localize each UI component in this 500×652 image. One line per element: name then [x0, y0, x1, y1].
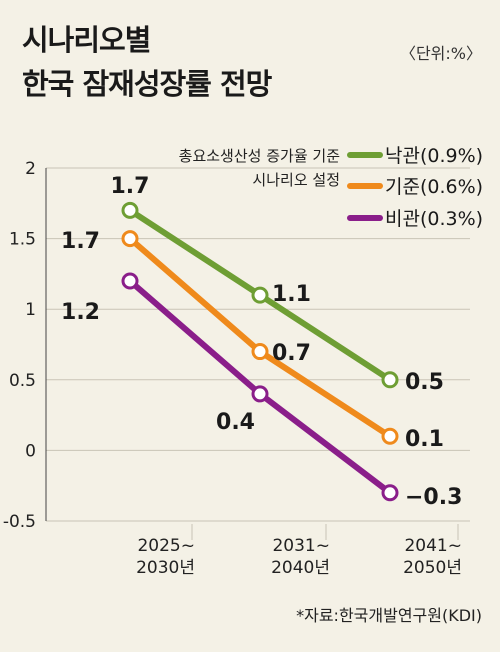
data-point-pessimistic — [121, 272, 139, 290]
x-tick-label: 2030년 — [136, 558, 195, 578]
data-point-pessimistic — [381, 484, 399, 502]
data-label-optimistic: 1.7 — [111, 174, 150, 199]
data-point-baseline — [251, 343, 269, 361]
legend-label-optimistic: 낙관(0.9%) — [385, 145, 483, 167]
data-label-baseline: 1.7 — [61, 229, 100, 254]
y-tick-label: 2 — [25, 159, 36, 179]
x-tick-label: 2040년 — [271, 558, 330, 578]
legend-label-pessimistic: 비관(0.3%) — [385, 208, 483, 230]
y-tick-label: 0 — [25, 441, 36, 461]
y-tick-label: 0.5 — [9, 371, 36, 391]
x-tick-label: 2041~ — [404, 536, 462, 556]
data-label-pessimistic: 1.2 — [61, 300, 100, 325]
data-label-pessimistic: −0.3 — [405, 485, 462, 510]
x-tick-label: 2031~ — [272, 536, 330, 556]
data-label-optimistic: 1.1 — [272, 282, 311, 307]
x-tick-label: 2025~ — [137, 536, 195, 556]
data-point-optimistic — [251, 286, 269, 304]
unit-label: 〈단위:%〉 — [399, 44, 482, 63]
data-point-optimistic — [381, 371, 399, 389]
title-line-2: 한국 잠재성장률 전망 — [22, 67, 272, 101]
legend-note-line-1: 총요소생산성 증가율 기준 — [179, 147, 341, 165]
data-point-baseline — [121, 230, 139, 248]
data-point-optimistic — [121, 201, 139, 219]
chart-title: 시나리오별 한국 잠재성장률 전망 — [22, 18, 272, 106]
data-point-baseline — [381, 427, 399, 445]
series-line-baseline — [127, 235, 393, 440]
title-line-1: 시나리오별 — [22, 23, 151, 57]
data-point-pessimistic — [251, 385, 269, 403]
legend-note-line-2: 시나리오 설정 — [252, 171, 340, 189]
x-tick-label: 2050년 — [403, 558, 462, 578]
data-label-optimistic: 0.5 — [405, 370, 444, 395]
data-label-baseline: 0.1 — [405, 427, 444, 452]
source-note: *자료:한국개발연구원(KDI) — [296, 606, 482, 625]
data-label-pessimistic: 0.4 — [216, 410, 255, 435]
y-tick-label: 1 — [25, 300, 36, 320]
y-tick-label: 1.5 — [9, 230, 36, 250]
data-label-baseline: 0.7 — [272, 341, 311, 366]
legend-label-baseline: 기준(0.6%) — [385, 176, 483, 198]
y-tick-label: -0.5 — [3, 512, 36, 532]
